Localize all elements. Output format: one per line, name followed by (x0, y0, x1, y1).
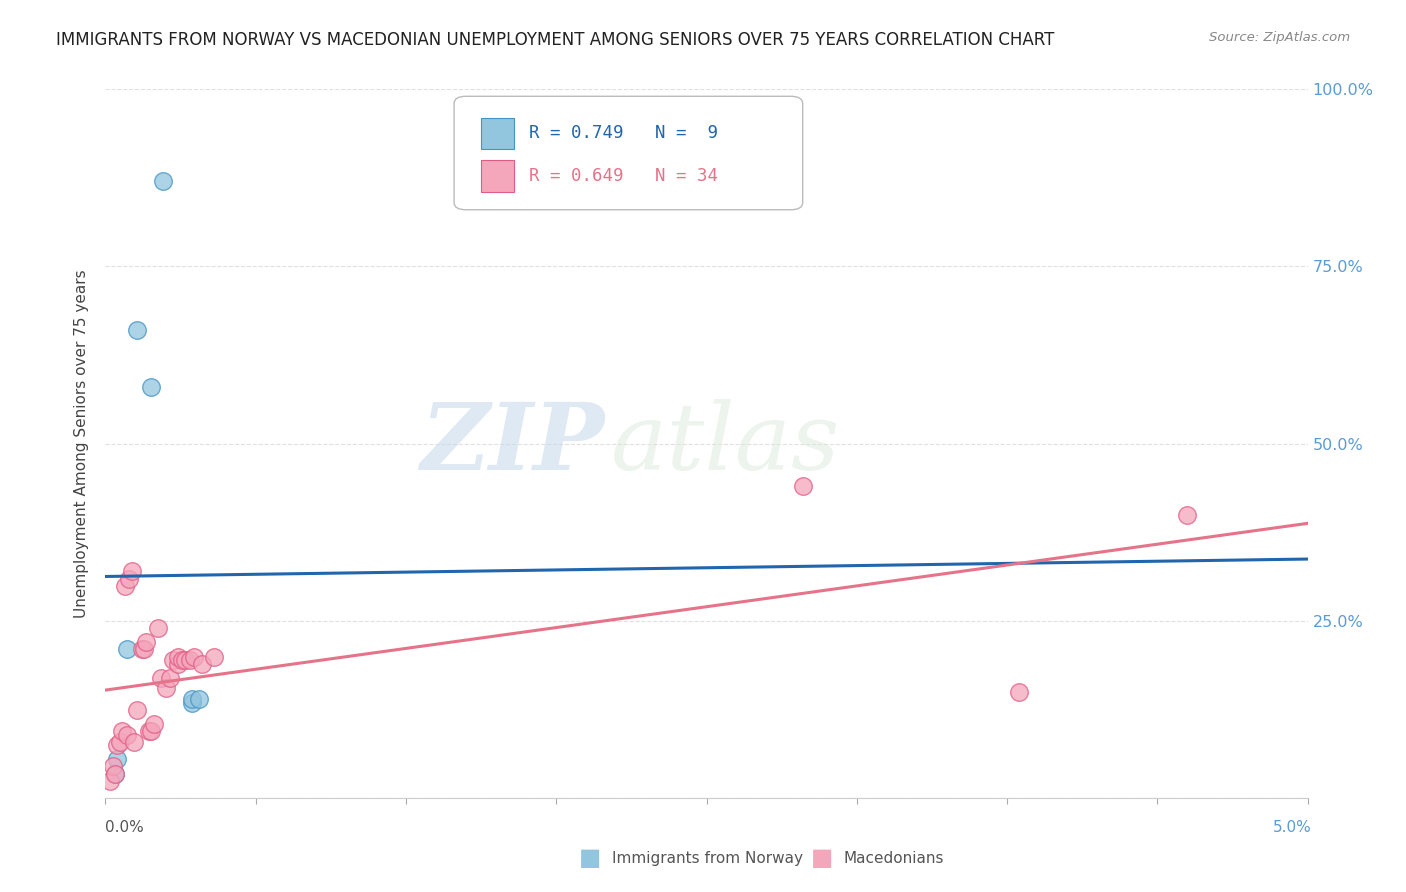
Point (104, 766, 127, 780)
Point (181, 696, 204, 710)
Point (131, 642, 153, 657)
Point (104, 766, 127, 780)
Point (179, 653, 201, 667)
Text: atlas: atlas (610, 399, 839, 489)
Point (108, 734, 131, 748)
Point (125, 323, 148, 337)
Point (115, 727, 138, 741)
Text: R = 0.749   N =  9: R = 0.749 N = 9 (529, 124, 717, 142)
Point (118, 572, 141, 586)
Point (190, 657, 212, 671)
FancyBboxPatch shape (454, 96, 803, 210)
Point (114, 578, 136, 592)
Text: ZIP: ZIP (420, 399, 605, 489)
Point (166, 649, 188, 664)
Point (183, 649, 205, 664)
Point (107, 752, 129, 766)
Text: Immigrants from Norway: Immigrants from Norway (612, 851, 803, 865)
Point (155, 681, 177, 696)
Point (125, 703, 148, 717)
Text: Source: ZipAtlas.com: Source: ZipAtlas.com (1209, 31, 1350, 45)
Point (139, 723, 162, 738)
Text: ■: ■ (811, 847, 834, 870)
Text: 5.0%: 5.0% (1272, 821, 1312, 835)
Point (121, 565, 143, 579)
Point (792, 479, 814, 493)
Point (149, 671, 172, 685)
Point (1008, 685, 1031, 699)
Point (1175, 508, 1198, 522)
Point (139, 380, 162, 394)
Point (173, 653, 195, 667)
Point (166, 657, 188, 671)
Point (152, 174, 174, 188)
Point (135, 635, 157, 649)
Text: IMMIGRANTS FROM NORWAY VS MACEDONIAN UNEMPLOYMENT AMONG SENIORS OVER 75 YEARS CO: IMMIGRANTS FROM NORWAY VS MACEDONIAN UNE… (56, 31, 1054, 49)
Bar (481, 118, 515, 150)
Point (111, 723, 134, 738)
Text: ■: ■ (579, 847, 602, 870)
Y-axis label: Unemployment Among Seniors over 75 years: Unemployment Among Seniors over 75 years (75, 269, 90, 618)
Point (138, 723, 160, 738)
Point (115, 642, 138, 657)
Point (124, 734, 146, 748)
Text: 0.0%: 0.0% (105, 821, 145, 835)
Point (181, 692, 204, 706)
Point (188, 692, 211, 706)
Text: Macedonians: Macedonians (844, 851, 943, 865)
Point (162, 653, 184, 667)
Bar (481, 161, 515, 192)
Point (142, 717, 165, 731)
Point (148, 621, 170, 635)
Point (101, 759, 124, 773)
Point (202, 649, 225, 664)
Text: R = 0.649   N = 34: R = 0.649 N = 34 (529, 167, 717, 185)
Point (98, 773, 121, 788)
Point (172, 653, 194, 667)
Point (159, 671, 181, 685)
Point (132, 642, 155, 657)
Point (107, 738, 129, 752)
